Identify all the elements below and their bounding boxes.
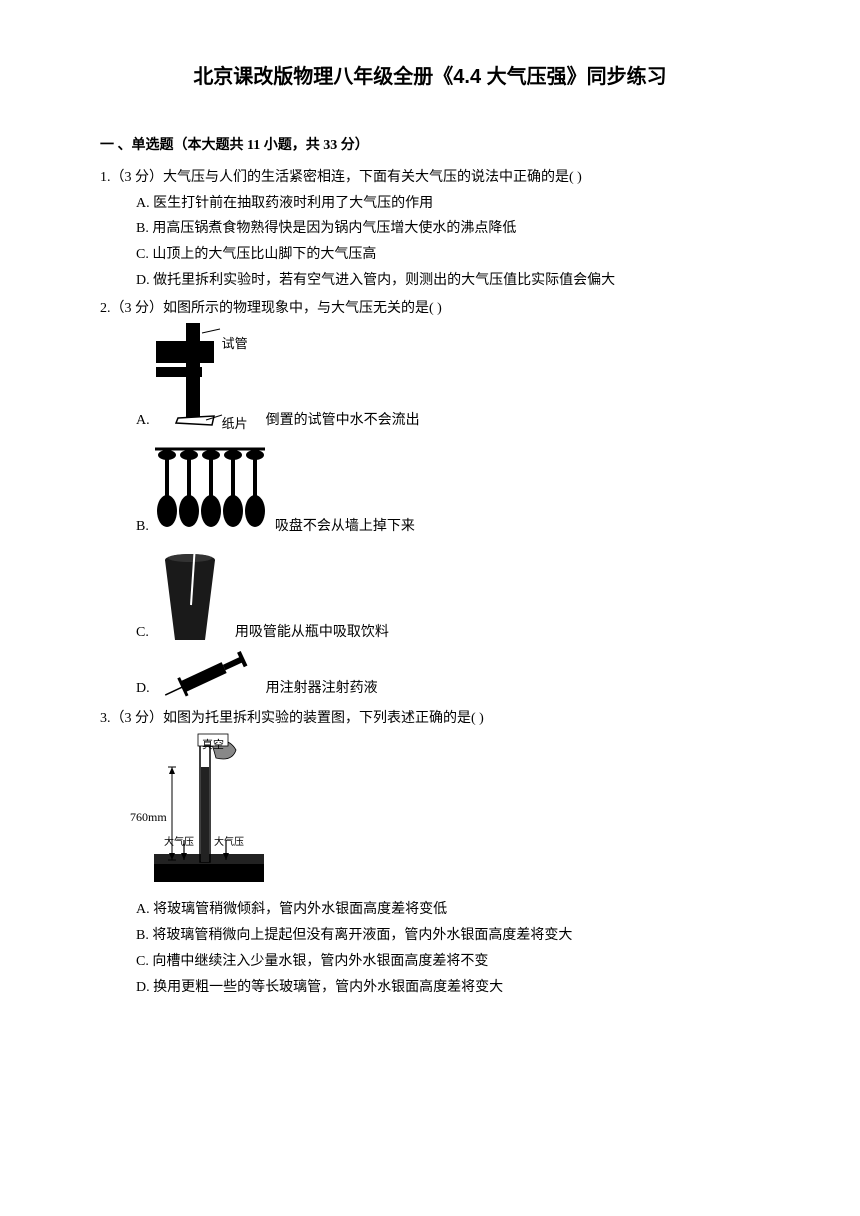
q3-stem: 3.（3 分）如图为托里拆利实验的装置图，下列表述正确的是( ) <box>100 707 760 731</box>
q2-opt-b-label: B. <box>136 515 149 539</box>
page-title: 北京课改版物理八年级全册《4.4 大气压强》同步练习 <box>100 60 760 94</box>
test-tube-label: 试管 <box>222 333 248 355</box>
q2-stem: 2.（3 分）如图所示的物理现象中，与大气压无关的是( ) <box>100 297 760 321</box>
q3-option-d: D. 换用更粗一些的等长玻璃管，管内外水银面高度差将变大 <box>100 976 760 1000</box>
vacuum-label: 真空 <box>202 736 224 755</box>
q2-opt-a-text: 倒置的试管中水不会流出 <box>266 409 420 433</box>
q2-option-b-row: B. <box>100 439 760 539</box>
paper-label: 纸片 <box>222 413 248 435</box>
q2-opt-b-text: 吸盘不会从墙上掉下来 <box>275 515 415 539</box>
q2-opt-c-label: C. <box>136 621 149 645</box>
q2-option-c-row: C. 用吸管能从瓶中吸取饮料 <box>100 545 760 645</box>
pressure-right-label: 大气压 <box>214 834 244 851</box>
height-760-label: 760mm <box>130 807 167 827</box>
q2-opt-d-label: D. <box>136 677 150 701</box>
q1-option-b: B. 用高压锅煮食物熟得快是因为锅内气压增大使水的沸点降低 <box>100 217 760 241</box>
q2-opt-d-text: 用注射器注射药液 <box>266 677 378 701</box>
syringe-icon <box>156 651 256 701</box>
question-3: 3.（3 分）如图为托里拆利实验的装置图，下列表述正确的是( ) <box>100 707 760 1000</box>
q3-option-c: C. 向槽中继续注入少量水银，管内外水银面高度差将不变 <box>100 950 760 974</box>
q2-opt-c-text: 用吸管能从瓶中吸取饮料 <box>235 621 389 645</box>
suction-hooks-icon <box>155 439 265 539</box>
q3-option-a: A. 将玻璃管稍微倾斜，管内外水银面高度差将变低 <box>100 898 760 922</box>
q1-option-a: A. 医生打针前在抽取药液时利用了大气压的作用 <box>100 192 760 216</box>
q1-option-c: C. 山顶上的大气压比山脚下的大气压高 <box>100 243 760 267</box>
q1-option-d: D. 做托里拆利实验时，若有空气进入管内，则测出的大气压值比实际值会偏大 <box>100 269 760 293</box>
q1-stem: 1.（3 分）大气压与人们的生活紧密相连，下面有关大气压的说法中正确的是( ) <box>100 166 760 190</box>
pressure-left-label: 大气压 <box>164 834 194 851</box>
torricelli-diagram: 真空 760mm 大气压 大气压 <box>136 732 760 892</box>
question-1: 1.（3 分）大气压与人们的生活紧密相连，下面有关大气压的说法中正确的是( ) … <box>100 166 760 293</box>
section-1-header: 一 、单选题（本大题共 11 小题，共 33 分） <box>100 134 760 158</box>
drink-cup-icon <box>155 545 225 645</box>
q3-option-b: B. 将玻璃管稍微向上提起但没有离开液面，管内外水银面高度差将变大 <box>100 924 760 948</box>
q2-opt-a-label: A. <box>136 409 150 433</box>
question-2: 2.（3 分）如图所示的物理现象中，与大气压无关的是( ) A. 试管 纸片 倒 <box>100 297 760 701</box>
q2-option-d-row: D. 用注射器注射药液 <box>100 651 760 701</box>
q2-option-a-row: A. 试管 纸片 倒置的试管中水不会流出 <box>100 323 760 433</box>
